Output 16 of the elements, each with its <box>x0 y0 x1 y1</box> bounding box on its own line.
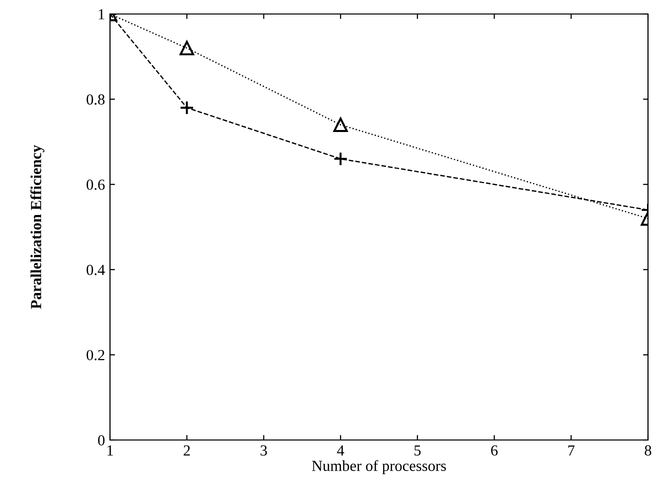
x-axis-title: Number of processors <box>312 460 446 474</box>
x-tick-label: 3 <box>260 445 267 456</box>
x-tick-label: 5 <box>414 445 421 456</box>
x-tick-label: 2 <box>184 445 190 456</box>
y-tick-label: 1 <box>98 9 104 20</box>
y-tick-label: 0.8 <box>86 94 105 105</box>
y-tick-label: 0.2 <box>86 350 104 360</box>
y-tick-label: 0.6 <box>86 180 105 190</box>
y-axis-title: Parallelization Efficiency <box>30 145 44 309</box>
x-tick-label: 6 <box>491 445 498 456</box>
x-tick-label: 8 <box>644 445 652 456</box>
x-tick-label: 1 <box>108 445 113 456</box>
y-tick-label: 0.4 <box>86 264 105 276</box>
y-tick-label: 0 <box>98 435 105 446</box>
x-tick-label: 7 <box>568 445 575 456</box>
x-tick-label: 4 <box>337 445 344 456</box>
